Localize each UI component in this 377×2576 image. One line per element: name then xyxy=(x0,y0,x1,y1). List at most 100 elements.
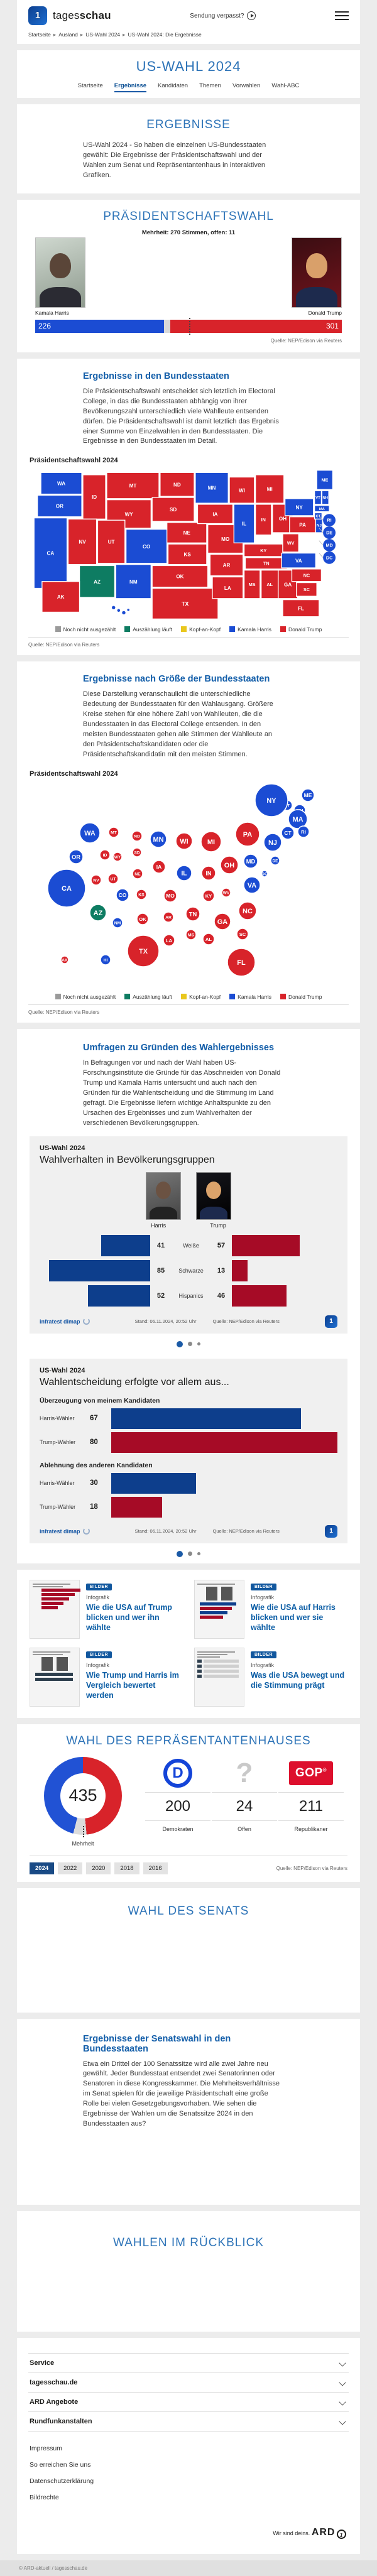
electoral-vote-bar[interactable]: 226 301 xyxy=(35,317,342,335)
bubble-DC[interactable] xyxy=(261,870,268,878)
year-button-2020[interactable]: 2020 xyxy=(86,1862,111,1874)
state-IL[interactable] xyxy=(233,504,255,544)
state-HI[interactable] xyxy=(122,611,126,615)
footer-link[interactable]: Datenschutzerklärung xyxy=(30,2477,94,2486)
bubble-ME[interactable] xyxy=(301,788,315,802)
teaser-card[interactable]: BILDER Infografik Wie die USA auf Trump bl… xyxy=(30,1579,183,1639)
carousel-dot[interactable] xyxy=(188,1552,192,1556)
state-HI[interactable] xyxy=(127,609,130,612)
state-VA[interactable] xyxy=(281,553,317,569)
tab-startseite[interactable]: Startseite xyxy=(77,82,103,89)
bubble-NE[interactable] xyxy=(132,868,143,879)
bubble-NJ[interactable] xyxy=(263,833,282,852)
state-SD[interactable] xyxy=(151,497,195,523)
footer-accordion-tagesschaude[interactable]: tagesschau.de xyxy=(28,2372,349,2392)
carousel-dot[interactable] xyxy=(177,1550,183,1557)
state-OR[interactable] xyxy=(36,495,82,518)
carousel-dot[interactable] xyxy=(197,1552,200,1555)
bubble-WI[interactable] xyxy=(175,832,193,850)
bubble-DE[interactable] xyxy=(270,856,280,866)
bubble-OH[interactable] xyxy=(220,856,239,874)
bubble-IA[interactable] xyxy=(152,860,166,874)
breadcrumb-item[interactable]: US-Wahl 2024 xyxy=(85,31,121,38)
bubble-NC[interactable] xyxy=(238,901,257,920)
state-HI[interactable] xyxy=(117,609,121,612)
teaser-title[interactable]: Was die USA bewegt und die Stimmung präg… xyxy=(251,1670,345,1690)
bubble-PA[interactable] xyxy=(235,822,260,847)
tab-kandidaten[interactable]: Kandidaten xyxy=(158,82,188,89)
state-callout-DC[interactable] xyxy=(323,552,336,565)
bubble-CT[interactable] xyxy=(281,826,295,840)
breadcrumb-item[interactable]: Startseite xyxy=(28,31,51,38)
state-ME[interactable] xyxy=(316,470,334,491)
state-NV[interactable] xyxy=(67,519,97,565)
state-LA[interactable] xyxy=(212,577,244,599)
state-AR[interactable] xyxy=(209,554,244,577)
year-button-2024[interactable]: 2024 xyxy=(30,1862,55,1874)
tab-themen[interactable]: Themen xyxy=(199,82,221,89)
bubble-MO[interactable] xyxy=(163,889,177,903)
tab-vorwahlen[interactable]: Vorwahlen xyxy=(232,82,261,89)
footer-link[interactable]: Impressum xyxy=(30,2445,62,2453)
bubble-UT[interactable] xyxy=(107,873,119,884)
teaser-title[interactable]: Wie Trump und Harris im Vergleich bewert… xyxy=(86,1670,179,1700)
state-WI[interactable] xyxy=(229,477,255,504)
footer-accordion-rundfunkanstalten[interactable]: Rundfunkanstalten xyxy=(28,2411,349,2432)
bubble-AR[interactable] xyxy=(163,911,174,923)
bubble-MD[interactable] xyxy=(243,854,258,869)
bubble-TX[interactable] xyxy=(127,935,160,967)
state-MA[interactable] xyxy=(314,505,330,513)
bubble-LA[interactable] xyxy=(163,934,175,947)
carousel-dot[interactable] xyxy=(197,1342,200,1345)
bubble-KY[interactable] xyxy=(202,889,215,902)
state-FL[interactable] xyxy=(282,599,320,617)
state-AK[interactable] xyxy=(41,581,80,613)
tab-wahl-abc[interactable]: Wahl-ABC xyxy=(271,82,300,89)
year-button-2018[interactable]: 2018 xyxy=(114,1862,139,1874)
bubble-CA[interactable] xyxy=(47,869,86,908)
bubble-ND[interactable] xyxy=(131,830,143,842)
state-callout-DE[interactable] xyxy=(323,526,336,540)
state-OK[interactable] xyxy=(151,565,209,588)
bubble-KS[interactable] xyxy=(136,889,147,900)
play-icon[interactable] xyxy=(247,11,256,20)
teaser-card[interactable]: BILDER Infografik Wie Trump und Harris im … xyxy=(30,1647,183,1707)
teaser-card[interactable]: BILDER Infografik Was die USA bewegt und d… xyxy=(194,1647,347,1707)
footer-link[interactable]: So erreichen Sie uns xyxy=(30,2461,91,2469)
carousel-dot[interactable] xyxy=(188,1342,192,1346)
teaser-card[interactable]: BILDER Infografik Wie die USA auf Harris b… xyxy=(194,1579,347,1639)
bubble-FL[interactable] xyxy=(227,948,256,977)
bubble-SC[interactable] xyxy=(236,928,249,940)
bubble-CO[interactable] xyxy=(116,888,129,902)
state-HI[interactable] xyxy=(112,606,116,610)
state-NM[interactable] xyxy=(115,564,152,599)
brand-wordmark[interactable]: tagesschau xyxy=(53,9,111,21)
bubble-WV[interactable] xyxy=(221,888,231,898)
state-VT[interactable] xyxy=(314,490,322,505)
bubble-VA[interactable] xyxy=(243,876,261,894)
state-NY[interactable] xyxy=(284,498,314,516)
bubble-HI[interactable] xyxy=(100,954,111,965)
state-IA[interactable] xyxy=(197,504,234,524)
bubble-MI[interactable] xyxy=(200,831,222,852)
tab-ergebnisse[interactable]: Ergebnisse xyxy=(114,82,147,92)
bubble-MT[interactable] xyxy=(108,827,119,838)
state-IN[interactable] xyxy=(254,504,272,536)
teaser-title[interactable]: Wie die USA auf Trump blicken und wer ih… xyxy=(86,1602,172,1633)
electoral-bubble-map[interactable]: MEVTNHNYMACTRIWAMTNDMNWIMIPANJORIDWYSDIA… xyxy=(41,781,336,989)
missed-broadcast-link[interactable]: Sendung verpasst? xyxy=(111,11,335,20)
state-AZ[interactable] xyxy=(79,565,116,599)
bubble-MA[interactable] xyxy=(288,809,308,829)
state-ID[interactable] xyxy=(82,474,106,520)
bubble-TN[interactable] xyxy=(185,906,200,921)
state-WV[interactable] xyxy=(282,533,299,553)
tagesschau-logo-icon[interactable] xyxy=(28,6,47,25)
state-callout-RI[interactable] xyxy=(323,514,336,527)
state-MI[interactable] xyxy=(254,474,285,504)
year-button-2016[interactable]: 2016 xyxy=(143,1862,168,1874)
footer-link[interactable]: Bildrechte xyxy=(30,2494,59,2502)
state-WA[interactable] xyxy=(40,472,82,495)
state-callout-MD[interactable] xyxy=(323,539,336,552)
state-NE[interactable] xyxy=(166,522,207,544)
state-MN[interactable] xyxy=(195,472,229,504)
